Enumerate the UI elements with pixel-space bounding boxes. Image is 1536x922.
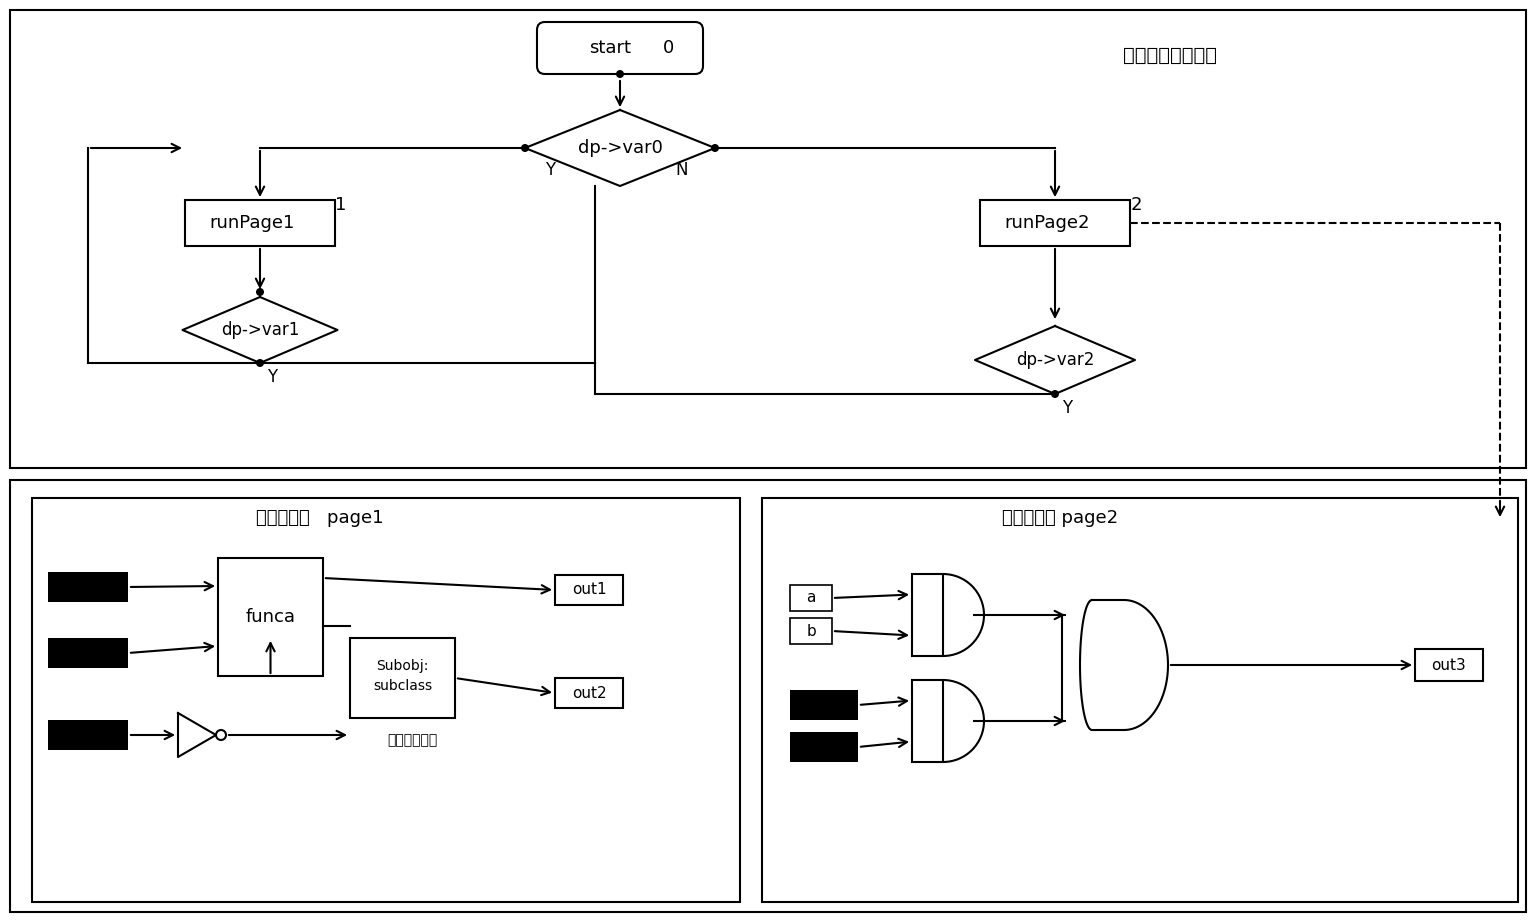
Circle shape: [257, 359, 264, 367]
Bar: [790, 732, 859, 762]
Text: Y: Y: [267, 368, 276, 386]
Circle shape: [217, 730, 226, 740]
Bar: [554, 575, 624, 605]
Text: subclass: subclass: [373, 679, 432, 693]
Text: funca: funca: [246, 608, 295, 626]
Bar: [554, 678, 624, 708]
Text: runPage2: runPage2: [1005, 214, 1089, 232]
Bar: [32, 498, 740, 902]
Circle shape: [521, 144, 528, 152]
Circle shape: [1051, 390, 1058, 398]
Circle shape: [616, 70, 624, 78]
Text: 执行步页面   page1: 执行步页面 page1: [257, 509, 384, 527]
Text: dp->var0: dp->var0: [578, 139, 662, 157]
Bar: [184, 200, 335, 246]
Text: out2: out2: [571, 685, 607, 701]
Bar: [48, 720, 127, 750]
Text: 功能图子页面: 功能图子页面: [387, 733, 438, 747]
Bar: [48, 638, 127, 668]
Text: b: b: [806, 623, 816, 639]
Bar: [762, 498, 1518, 902]
Bar: [350, 638, 455, 718]
Text: start: start: [588, 39, 631, 57]
Text: a: a: [806, 590, 816, 606]
Bar: [48, 572, 127, 602]
Text: out1: out1: [571, 583, 607, 597]
Text: dp->var2: dp->var2: [1015, 351, 1094, 369]
Text: N: N: [676, 161, 688, 179]
Bar: [912, 574, 943, 656]
Bar: [980, 200, 1130, 246]
Bar: [11, 480, 1525, 912]
FancyBboxPatch shape: [538, 22, 703, 74]
Text: 0: 0: [662, 39, 674, 57]
Text: runPage1: runPage1: [209, 214, 295, 232]
Text: Y: Y: [545, 161, 554, 179]
Text: dp->var1: dp->var1: [221, 321, 300, 339]
Bar: [790, 585, 833, 611]
Text: 2: 2: [1130, 196, 1141, 214]
Text: Y: Y: [1061, 399, 1072, 417]
Bar: [1415, 649, 1482, 681]
Bar: [790, 690, 859, 720]
Polygon shape: [1080, 600, 1167, 730]
Bar: [11, 10, 1525, 468]
Circle shape: [711, 144, 719, 152]
Text: 1: 1: [335, 196, 347, 214]
Text: 执行步页面 page2: 执行步页面 page2: [1001, 509, 1118, 527]
Bar: [912, 680, 943, 762]
Bar: [790, 618, 833, 644]
Text: 顺序执行控制页面: 顺序执行控制页面: [1123, 45, 1217, 65]
Text: Subobj:: Subobj:: [376, 659, 429, 673]
Text: out3: out3: [1432, 657, 1467, 672]
Bar: [218, 558, 323, 676]
Circle shape: [257, 288, 264, 296]
